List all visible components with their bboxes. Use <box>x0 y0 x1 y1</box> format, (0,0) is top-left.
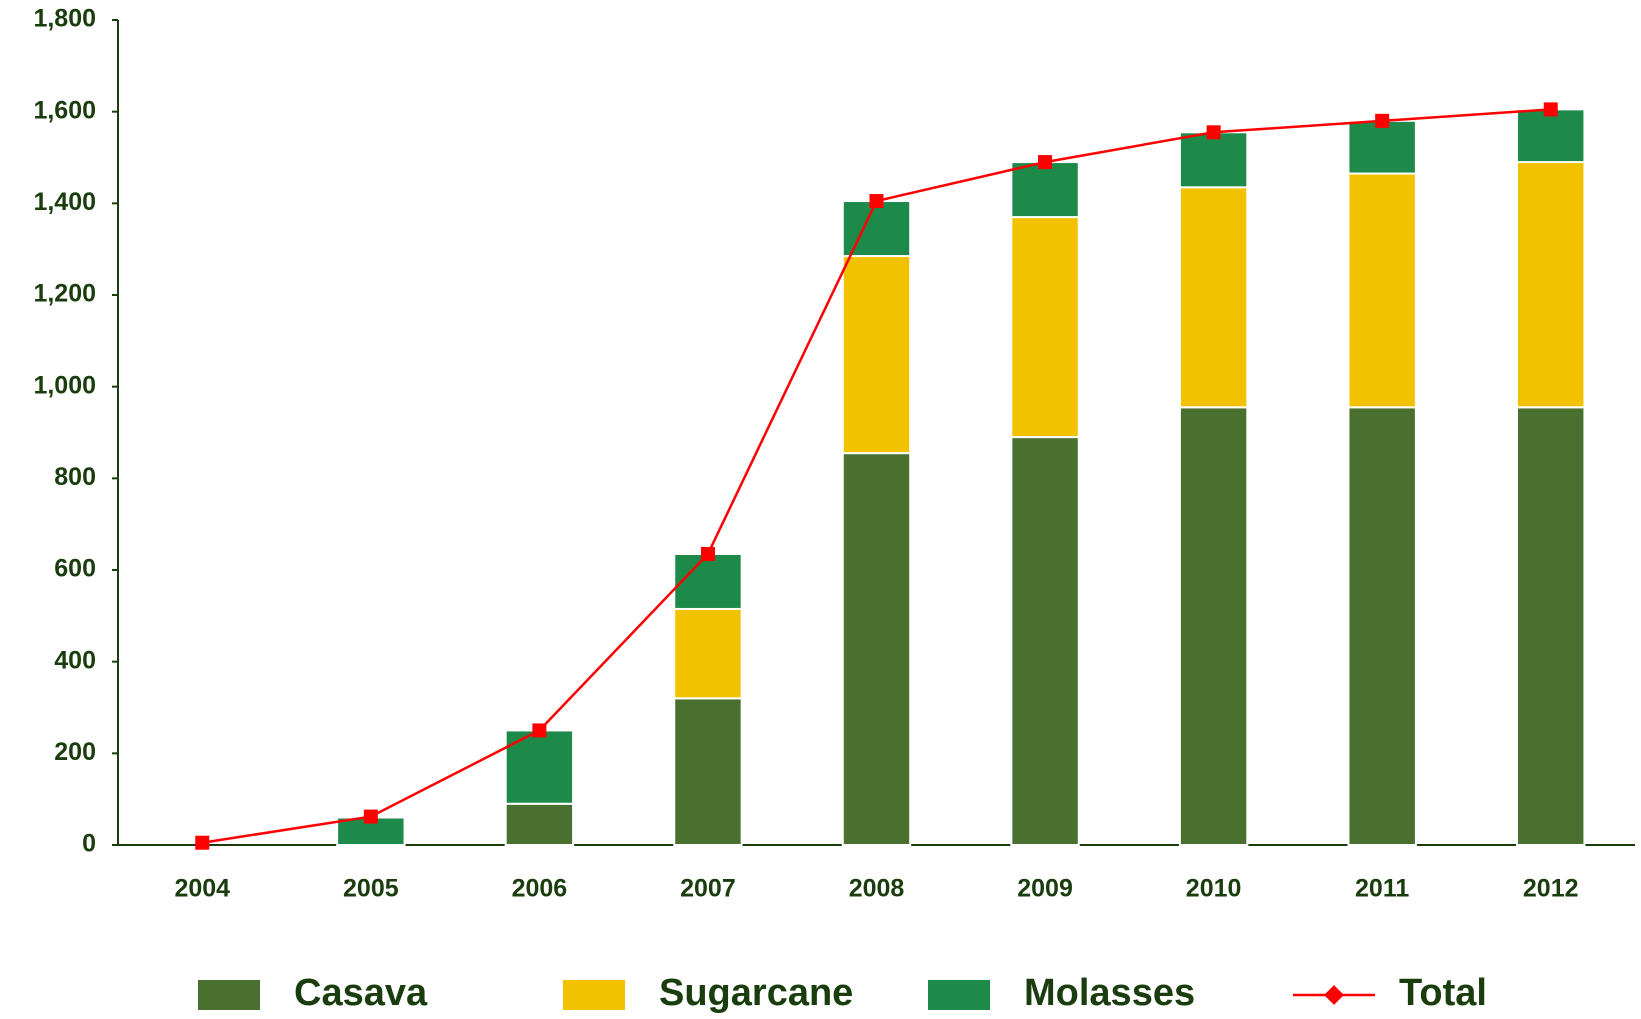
bar-segment <box>1516 161 1586 409</box>
legend-label: Molasses <box>1024 972 1195 1014</box>
total-marker <box>1375 113 1390 128</box>
y-tick-label: 1,400 <box>33 188 96 216</box>
total-marker <box>1543 102 1558 117</box>
bar-segment <box>841 255 912 455</box>
legend-swatch <box>198 980 260 1010</box>
legend-marker <box>1324 985 1344 1005</box>
total-marker <box>869 194 884 209</box>
total-marker <box>532 723 547 738</box>
x-tick-label: 2004 <box>174 875 230 903</box>
total-marker <box>1206 125 1221 140</box>
bar-segment <box>1010 216 1080 439</box>
bar-segment <box>1010 161 1080 219</box>
bar-segment <box>1516 108 1586 164</box>
bar-segment <box>1347 172 1417 409</box>
total-marker <box>195 835 210 850</box>
legend-swatch <box>928 980 990 1010</box>
bar-segment <box>1516 406 1586 846</box>
y-tick-label: 200 <box>54 738 96 766</box>
total-marker <box>363 809 378 824</box>
bar-segment <box>673 607 743 700</box>
x-tick-label: 2005 <box>343 875 399 903</box>
x-tick-label: 2008 <box>849 875 905 903</box>
x-tick-label: 2011 <box>1355 875 1409 903</box>
legend-swatch <box>563 980 625 1010</box>
x-tick-label: 2010 <box>1186 875 1242 903</box>
bar-segment <box>1178 406 1249 846</box>
x-tick-label: 2007 <box>680 875 736 903</box>
bar-segment <box>504 802 575 846</box>
y-tick-label: 1,000 <box>33 371 96 399</box>
bar-segment <box>673 552 743 610</box>
x-tick-label: 2012 <box>1523 875 1579 903</box>
x-tick-label: 2006 <box>512 875 568 903</box>
bar-segment <box>1010 436 1080 846</box>
bar-segment <box>1347 119 1417 175</box>
bar-segment <box>1178 186 1249 409</box>
y-tick-label: 400 <box>54 646 96 674</box>
y-tick-label: 1,600 <box>33 96 96 124</box>
bar-segment <box>1178 131 1249 189</box>
y-tick-label: 600 <box>54 555 96 583</box>
total-marker <box>1038 155 1053 170</box>
legend-label: Sugarcane <box>659 972 853 1014</box>
bar-segment <box>1347 406 1417 846</box>
y-tick-label: 0 <box>82 830 96 858</box>
x-tick-label: 2009 <box>1017 875 1073 903</box>
legend-label: Casava <box>294 972 428 1014</box>
y-tick-label: 800 <box>54 463 96 491</box>
legend-label: Total <box>1399 972 1487 1014</box>
y-tick-label: 1,200 <box>33 280 96 308</box>
bar-segment <box>673 697 743 846</box>
bar-segment <box>841 452 912 846</box>
total-marker <box>700 546 715 561</box>
y-tick-label: 1,800 <box>33 5 96 33</box>
